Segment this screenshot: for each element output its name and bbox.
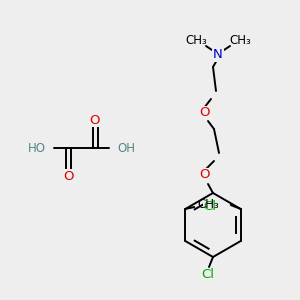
Text: Cl: Cl bbox=[202, 268, 214, 281]
Text: O: O bbox=[199, 106, 209, 119]
Text: N: N bbox=[213, 49, 223, 62]
Text: CH₃: CH₃ bbox=[185, 34, 207, 47]
Text: O: O bbox=[63, 169, 73, 182]
Text: O: O bbox=[90, 113, 100, 127]
Text: CH₃: CH₃ bbox=[229, 34, 251, 47]
Text: O: O bbox=[200, 169, 210, 182]
Text: HO: HO bbox=[28, 142, 46, 154]
Text: Cl: Cl bbox=[203, 200, 216, 212]
Text: CH₃: CH₃ bbox=[197, 197, 219, 211]
Text: OH: OH bbox=[117, 142, 135, 154]
